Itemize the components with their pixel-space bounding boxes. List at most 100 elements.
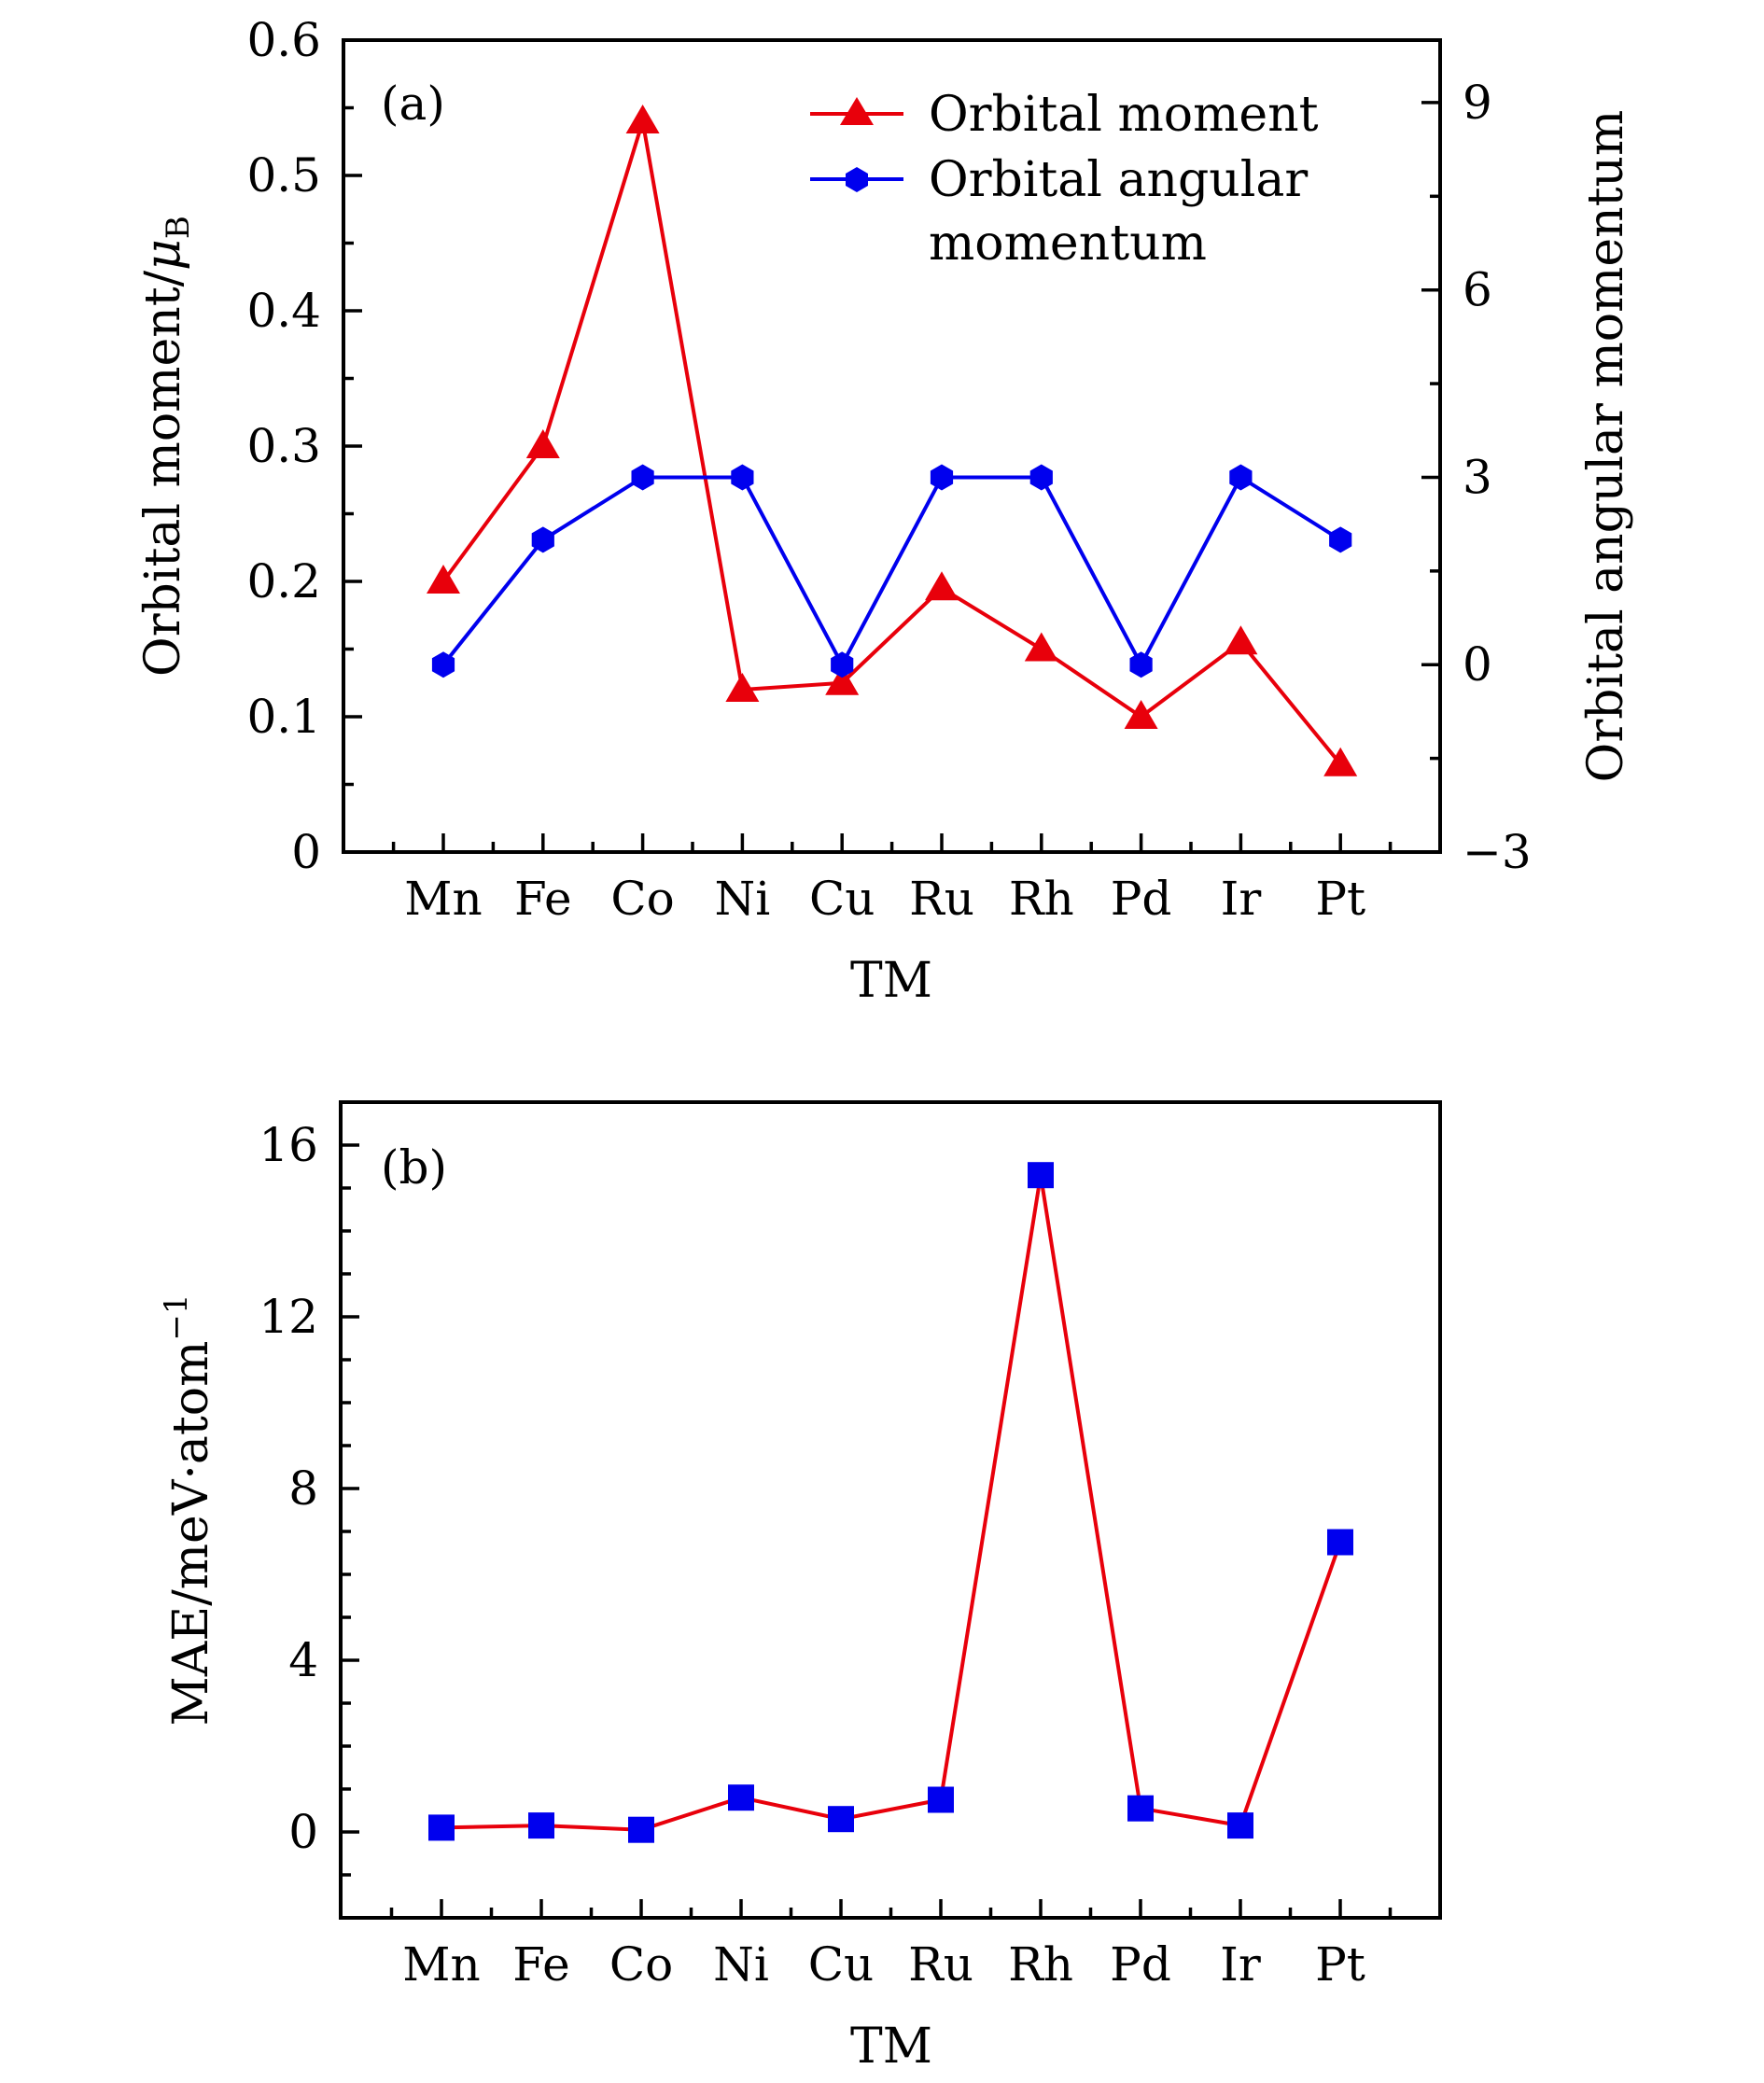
y-tick-label: 4: [288, 1633, 318, 1687]
mae-point: [528, 1812, 554, 1839]
panel-b-ticks: [341, 1143, 1393, 1918]
x-tick-label: Mn: [404, 872, 482, 926]
y-tick-label: 0.5: [246, 148, 321, 203]
panel-a-y-axis-title: Orbital moment/μB: [135, 216, 197, 677]
orbital-moment-point: [725, 673, 760, 702]
orbital-angular-momentum-point: [731, 464, 754, 491]
legend-orbital-moment-triangle: [840, 97, 874, 125]
panel-b-series-lines: [441, 1174, 1342, 1832]
orbital-angular-momentum-point: [1029, 464, 1053, 491]
legend-angular-momentum-hexagon: [846, 167, 868, 192]
y2-tick-label: 6: [1463, 263, 1492, 317]
x-tick-label: Rh: [1008, 1937, 1073, 1992]
y2-tick-label: 9: [1463, 76, 1492, 130]
panel-b-plot-frame: [339, 1100, 1442, 1920]
panel-a-series-lines: [441, 120, 1342, 766]
panel-b-y-axis-title: MAE/meV·atom−1: [158, 1293, 219, 1726]
x-tick-label: Ru: [908, 1937, 973, 1992]
orbital-angular-momentum-point: [930, 464, 954, 491]
panel-b-label: (b): [381, 1140, 447, 1195]
panel-a-ticks: [343, 38, 1440, 854]
x-tick-label: Pd: [1110, 1937, 1171, 1992]
panel-a-y-axis-title-text: Orbital moment/: [135, 270, 191, 677]
orbital-angular-momentum-point: [1229, 464, 1253, 491]
panel-a-chart: 0 0.1 0.2 0.3 0.4 0.5 0.6 −3 0 3 6 9 Mn Fe Co Ni Cu Ru R…: [135, 13, 1634, 1009]
panel-b-x-axis-title: TM: [850, 2019, 932, 2075]
panel-a-y-tick-labels: 0 0.1 0.2 0.3 0.4 0.5 0.6: [246, 13, 321, 879]
mae-point: [828, 1806, 854, 1833]
panel-a-legend: Orbital moment Orbital angular momentum: [810, 87, 1319, 272]
orbital-angular-momentum-point: [431, 651, 455, 678]
x-tick-label: Ni: [715, 872, 771, 926]
mae-point: [1028, 1162, 1054, 1189]
mae-point: [728, 1784, 754, 1811]
orbital-angular-momentum-point: [631, 464, 654, 491]
x-tick-label: Fe: [512, 1937, 570, 1992]
x-tick-label: Cu: [809, 872, 875, 926]
y-tick-label: 0.1: [246, 690, 321, 744]
x-tick-label: Ru: [909, 872, 974, 926]
orbital-moment-point: [925, 571, 959, 601]
y-tick-label: 0.4: [246, 284, 321, 338]
y2-tick-label: 3: [1463, 450, 1492, 504]
x-tick-label: Pt: [1315, 1937, 1365, 1992]
panel-a-y2-axis-title: Orbital angular momentum: [1578, 110, 1634, 783]
mae-point: [628, 1816, 654, 1843]
y-tick-label: 8: [288, 1461, 318, 1516]
y-tick-label: 0.6: [246, 13, 321, 67]
x-tick-label: Co: [609, 1937, 673, 1992]
panel-a-label: (a): [381, 77, 445, 131]
orbital-moment-line: [441, 120, 1342, 766]
orbital-moment-point: [525, 429, 560, 458]
orbital-moment-point: [427, 565, 460, 594]
panel-b-y-axis-title-sup: −1: [158, 1293, 195, 1340]
x-tick-label: Co: [610, 872, 674, 926]
y-tick-label: 0.2: [246, 554, 321, 608]
orbital-angular-momentum-point: [531, 526, 554, 553]
y-tick-label: 0.3: [246, 419, 321, 473]
x-tick-label: Pt: [1315, 872, 1365, 926]
panel-b-y-axis-title-text: MAE/meV·atom: [163, 1341, 219, 1727]
orbital-moment-point: [1124, 700, 1158, 729]
orbital-angular-momentum-point: [831, 651, 854, 678]
x-tick-label: Ni: [713, 1937, 769, 1992]
mae-point: [428, 1814, 455, 1841]
mae-line: [441, 1174, 1342, 1832]
panel-a-y-axis-title-sub: B: [160, 216, 197, 239]
panel-b-x-tick-labels: Mn Fe Co Ni Cu Ru Rh Pd Ir Pt: [402, 1937, 1365, 1992]
legend-angular-momentum-text-1: Orbital angular: [929, 152, 1308, 208]
x-tick-label: Mn: [402, 1937, 480, 1992]
x-tick-label: Cu: [808, 1937, 874, 1992]
orbital-moment-point: [1323, 747, 1358, 776]
orbital-angular-momentum-point: [1129, 651, 1153, 678]
y2-tick-label: −3: [1463, 825, 1532, 879]
mae-point: [1127, 1795, 1154, 1822]
x-tick-label: Ir: [1220, 1937, 1261, 1992]
panel-b-chart: 0 4 8 12 16 Mn Fe Co Ni Cu Ru Rh Pd Ir Pt (b) TM MAE/…: [158, 1100, 1442, 2075]
x-tick-label: Ir: [1221, 872, 1262, 926]
orbital-moment-point: [625, 105, 660, 133]
y-tick-label: 12: [259, 1290, 318, 1344]
y-tick-label: 16: [259, 1118, 318, 1172]
x-tick-label: Pd: [1111, 872, 1172, 926]
panel-a-x-tick-labels: Mn Fe Co Ni Cu Ru Rh Pd Ir Pt: [404, 872, 1365, 926]
panel-a-y-axis-title-mu: μ: [135, 239, 191, 271]
panel-b-markers: [428, 1162, 1353, 1843]
x-tick-label: Fe: [514, 872, 572, 926]
legend-orbital-moment-text: Orbital moment: [929, 87, 1319, 143]
legend-angular-momentum-text-2: momentum: [929, 216, 1207, 272]
mae-point: [1327, 1529, 1353, 1556]
y2-tick-label: 0: [1463, 637, 1492, 692]
y-tick-label: 0: [288, 1805, 318, 1859]
orbital-moment-point: [1224, 625, 1258, 655]
mae-point: [928, 1786, 954, 1813]
orbital-angular-momentum-point: [1329, 526, 1352, 553]
panel-a-markers: [427, 105, 1358, 776]
panel-a-y2-tick-labels: −3 0 3 6 9: [1463, 76, 1532, 879]
panel-a-x-axis-title: TM: [850, 953, 932, 1009]
orbital-moment-point: [1024, 632, 1058, 662]
orbital-moment-point: [825, 665, 860, 695]
panel-b-y-tick-labels: 0 4 8 12 16: [259, 1118, 318, 1859]
mae-point: [1227, 1812, 1253, 1839]
